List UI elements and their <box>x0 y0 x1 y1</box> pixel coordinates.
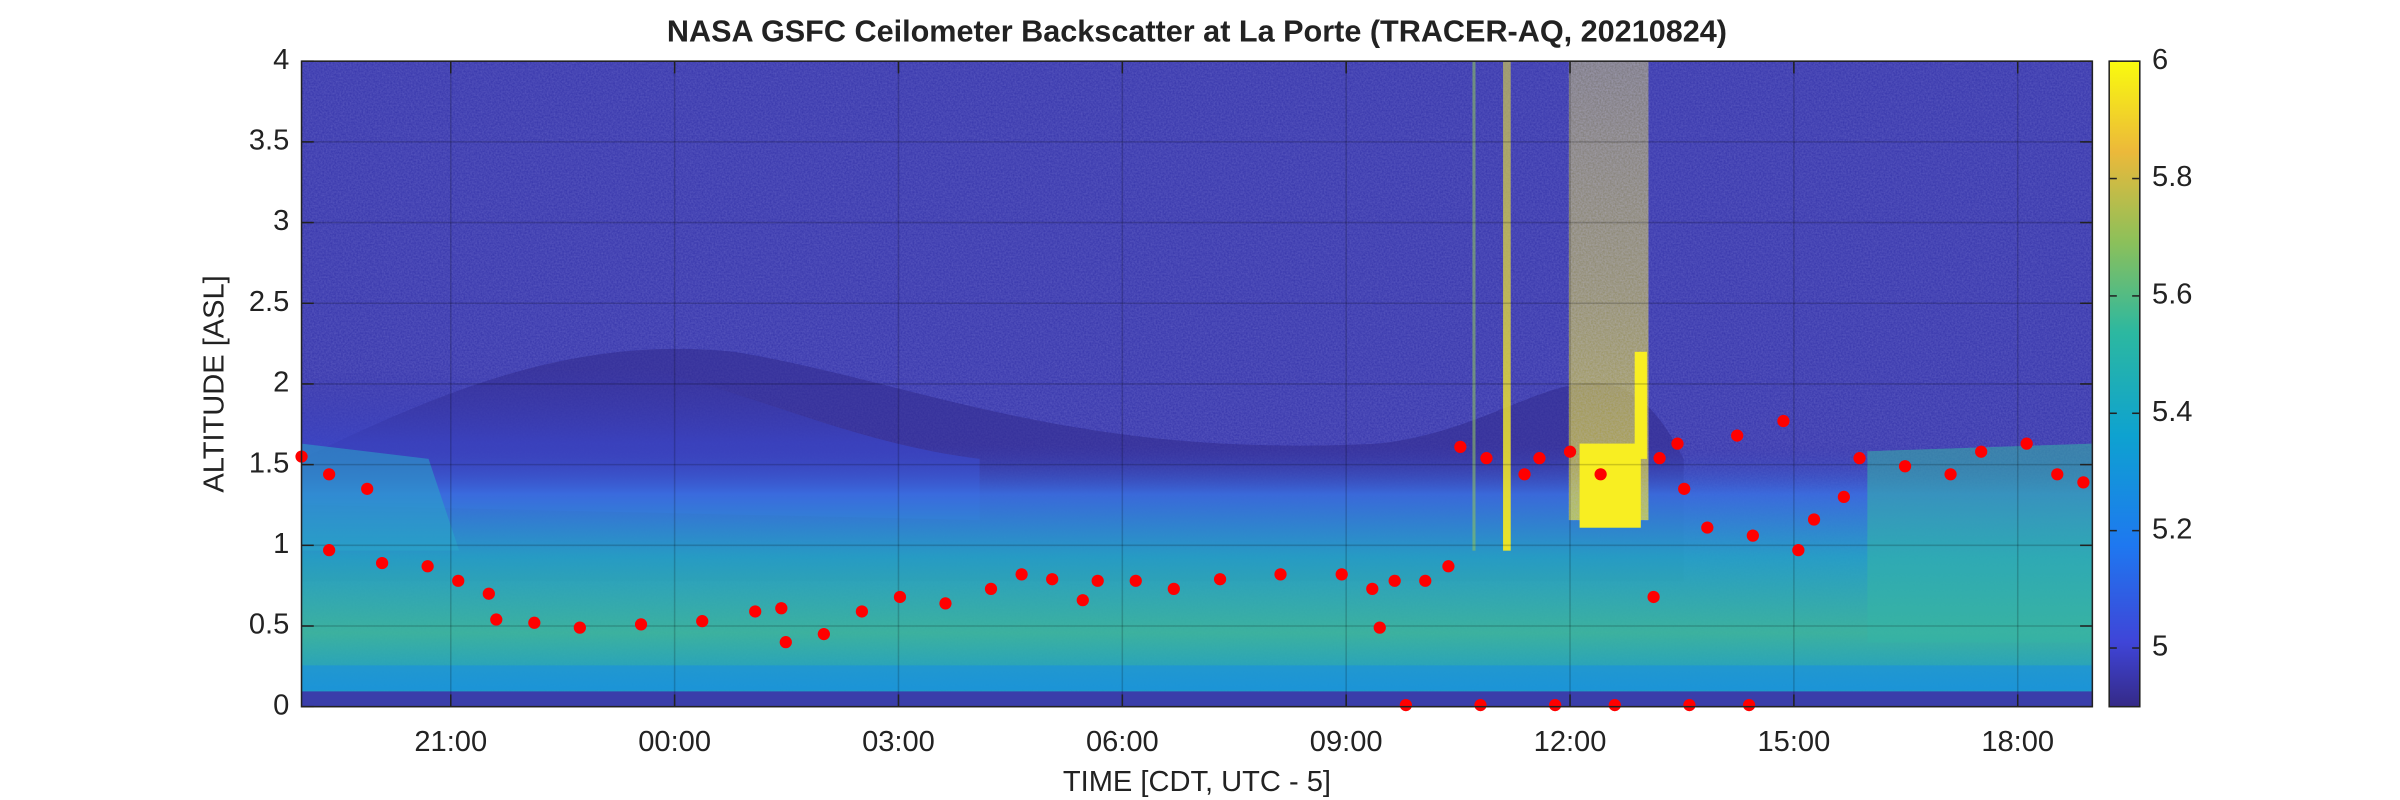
marker <box>1792 544 1805 557</box>
marker <box>1454 440 1467 453</box>
markers <box>295 414 2090 712</box>
marker <box>1608 698 1621 712</box>
marker <box>1853 452 1866 465</box>
marker <box>1129 574 1142 587</box>
marker <box>779 636 792 649</box>
marker <box>1015 568 1028 581</box>
marker <box>1807 513 1821 526</box>
colorbar-tick-label: 6 <box>2152 44 2168 76</box>
marker <box>1274 568 1287 581</box>
marker <box>2077 476 2090 489</box>
colorbar-tick-label: 5 <box>2152 631 2168 663</box>
marker <box>1167 582 1180 596</box>
marker <box>939 597 952 610</box>
marker <box>1213 573 1227 586</box>
marker <box>452 574 465 587</box>
marker <box>1742 698 1756 712</box>
marker <box>855 605 869 618</box>
marker <box>1731 429 1744 442</box>
marker <box>323 468 336 481</box>
marker <box>1548 698 1562 712</box>
marker <box>1474 698 1487 712</box>
marker <box>1373 621 1386 634</box>
marker <box>696 615 709 628</box>
marker <box>1533 452 1546 465</box>
x-tick-label: 12:00 <box>1534 726 1607 758</box>
y-tick-label: 2.5 <box>249 286 289 318</box>
axes: 21:00 00:00 03:00 06:00 09:00 12:00 15:00 18:00… <box>249 44 2193 758</box>
x-tick-label: 18:00 <box>1981 726 2054 758</box>
marker <box>1653 452 1666 465</box>
y-tick-label: 0 <box>273 689 289 721</box>
marker <box>323 544 336 557</box>
marker <box>361 482 374 495</box>
y-axis-label: ALTITUDE [ASL] <box>198 275 230 492</box>
marker <box>749 605 762 618</box>
marker <box>1076 594 1089 607</box>
marker <box>1777 414 1790 428</box>
x-tick-label: 15:00 <box>1757 726 1830 758</box>
marker <box>1388 574 1401 587</box>
marker <box>1837 490 1850 504</box>
marker <box>1366 582 1379 596</box>
x-axis-label: TIME [CDT, UTC - 5] <box>1063 766 1331 798</box>
marker <box>1944 468 1957 481</box>
marker <box>817 627 830 641</box>
marker <box>775 602 788 615</box>
marker <box>1594 468 1607 481</box>
marker <box>490 613 503 626</box>
marker <box>1563 445 1577 458</box>
y-tick-label: 3 <box>273 205 289 237</box>
colorbar-tick-label: 5.4 <box>2152 396 2192 428</box>
colorbar <box>2108 60 2141 708</box>
marker <box>1975 445 1988 458</box>
marker <box>1442 560 1455 573</box>
x-tick-label: 09:00 <box>1310 726 1383 758</box>
marker <box>1480 452 1493 465</box>
marker <box>528 616 541 629</box>
marker <box>421 560 434 573</box>
marker <box>1898 460 1912 473</box>
marker <box>1671 437 1684 450</box>
y-tick-label: 4 <box>273 44 289 76</box>
marker <box>482 587 495 600</box>
marker <box>1399 698 1412 712</box>
marker <box>1091 574 1104 587</box>
marker <box>375 556 389 570</box>
chart-title: NASA GSFC Ceilometer Backscatter at La P… <box>667 15 1727 49</box>
y-tick-label: 1 <box>273 528 289 560</box>
marker <box>634 618 648 631</box>
marker <box>1683 698 1696 712</box>
x-tick-label: 03:00 <box>862 726 935 758</box>
marker <box>1647 590 1660 604</box>
marker <box>893 590 907 604</box>
x-tick-label: 21:00 <box>414 726 487 758</box>
colorbar-tick-label: 5.6 <box>2152 279 2192 311</box>
marker <box>2020 437 2033 450</box>
y-tick-label: 0.5 <box>249 609 289 641</box>
marker <box>1335 568 1348 581</box>
marker <box>1746 529 1759 542</box>
marker <box>1701 521 1714 534</box>
marker <box>2051 468 2064 481</box>
colorbar-tick-label: 5.8 <box>2152 161 2192 193</box>
marker <box>1419 574 1432 587</box>
marker <box>573 621 586 634</box>
x-tick-label: 00:00 <box>638 726 711 758</box>
y-tick-label: 1.5 <box>249 447 289 479</box>
marker <box>1046 573 1059 586</box>
marker <box>984 582 998 596</box>
y-tick-label: 3.5 <box>249 125 289 157</box>
y-tick-label: 2 <box>273 367 289 399</box>
colorbar-tick-label: 5.2 <box>2152 513 2192 545</box>
marker <box>1518 468 1531 481</box>
heatmap <box>301 61 2093 707</box>
marker <box>1678 482 1691 495</box>
x-tick-label: 06:00 <box>1086 726 1159 758</box>
